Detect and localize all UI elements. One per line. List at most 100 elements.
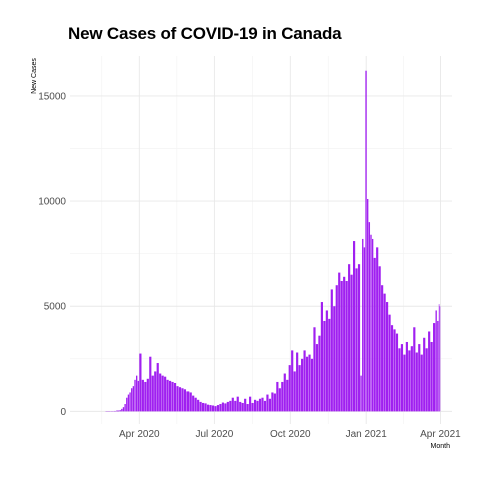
bar [186, 391, 190, 412]
chart-title: New Cases of COVID-19 in Canada [68, 24, 342, 43]
y-tick-label: 0 [60, 407, 66, 418]
bar [363, 247, 366, 412]
bar [204, 403, 207, 412]
bar [253, 399, 257, 412]
bar [420, 354, 423, 412]
bar [214, 406, 217, 412]
bar [362, 238, 364, 412]
bar [249, 396, 252, 412]
bar [189, 392, 192, 412]
bar [400, 344, 404, 412]
bar [281, 381, 284, 412]
bar [246, 404, 249, 412]
bar [211, 405, 215, 412]
y-axis-title: New Cases [31, 58, 38, 94]
bar [298, 365, 301, 412]
bar [293, 371, 296, 412]
x-axis-ticks: Apr 2020 Jul 2020 Oct 2020 Jan 2021 Apr 2021 [119, 429, 461, 440]
y-tick-label: 10000 [38, 197, 66, 208]
bar [360, 375, 362, 412]
bar [231, 397, 234, 412]
bar [124, 404, 126, 412]
bar [261, 397, 264, 412]
bar [415, 352, 418, 412]
bar [367, 198, 369, 412]
bar [373, 257, 376, 412]
bar [340, 281, 343, 412]
bar [371, 238, 374, 412]
bar [286, 379, 289, 412]
bar [169, 380, 172, 412]
y-tick-label: 15000 [38, 91, 66, 102]
bar [134, 379, 136, 412]
bar [383, 293, 386, 412]
bar [278, 388, 281, 412]
bar [206, 404, 210, 412]
bar [141, 379, 144, 412]
bar [418, 344, 421, 412]
bar [291, 350, 294, 412]
bar [258, 398, 262, 412]
bar [381, 285, 384, 412]
bar [146, 378, 149, 412]
bar [385, 302, 389, 412]
x-tick-label: Apr 2021 [420, 429, 461, 440]
bar [403, 354, 406, 412]
bar [370, 234, 372, 412]
bar [305, 356, 309, 412]
bar [388, 314, 391, 412]
bar [345, 281, 348, 412]
bar [335, 285, 338, 412]
bar [350, 274, 353, 412]
bar [132, 386, 135, 412]
y-axis-ticks: 0 5000 10000 15000 [38, 91, 66, 417]
bar [405, 341, 408, 412]
bar [171, 381, 174, 412]
bar [226, 401, 229, 412]
bar [234, 400, 237, 412]
bar [244, 398, 247, 412]
bar [320, 302, 323, 412]
bar [119, 410, 121, 412]
bar [271, 392, 274, 412]
bar [224, 403, 227, 412]
bar [122, 407, 125, 412]
x-tick-label: Jul 2020 [195, 429, 233, 440]
bar [178, 387, 182, 412]
bar [268, 398, 272, 412]
bar [116, 410, 120, 412]
bar [129, 392, 131, 412]
bar [127, 394, 130, 412]
bar [368, 222, 371, 412]
bar [333, 306, 336, 412]
bar [393, 329, 396, 412]
bar [330, 289, 333, 412]
bar [263, 400, 267, 412]
bar [194, 397, 197, 412]
bar [296, 352, 299, 412]
bars [105, 70, 441, 412]
bar [202, 402, 205, 412]
bar [395, 333, 399, 412]
bar [121, 408, 123, 412]
bar [301, 358, 304, 412]
bar [437, 320, 439, 412]
bar [176, 386, 179, 412]
x-tick-label: Oct 2020 [270, 429, 311, 440]
bar [408, 350, 411, 412]
bar [256, 400, 259, 412]
bar [390, 325, 394, 412]
bar [433, 323, 436, 412]
bar [315, 344, 319, 412]
x-axis-title: Month [431, 443, 451, 450]
bar [251, 402, 254, 412]
bar [283, 373, 286, 412]
bar [348, 264, 351, 412]
bar [239, 401, 242, 412]
bar [288, 365, 291, 412]
bar [378, 266, 381, 412]
bar [325, 310, 328, 412]
bar [219, 404, 222, 412]
